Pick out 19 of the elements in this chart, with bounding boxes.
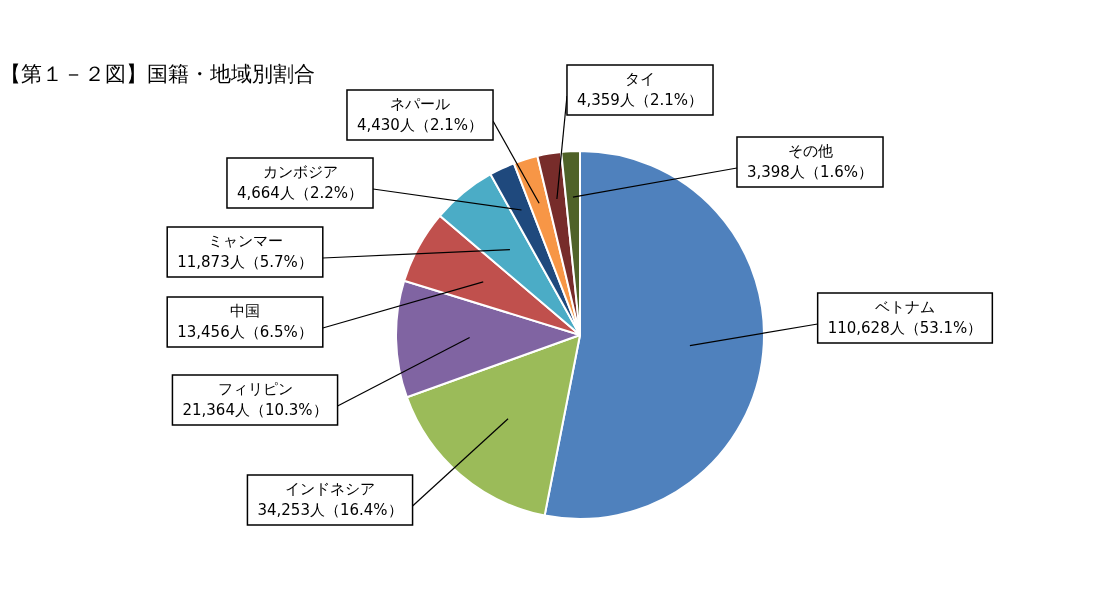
data-label: 3,398人（1.6%） bbox=[746, 162, 874, 181]
data-label: 4,430人（2.1%） bbox=[356, 115, 484, 134]
slice-label: カンボジア bbox=[262, 162, 338, 181]
data-label: 4,359人（2.1%） bbox=[576, 90, 704, 109]
data-label: 11,873人（5.7%） bbox=[177, 252, 313, 271]
slice-label: ミャンマー bbox=[207, 231, 283, 250]
chart-title: 【第１－２図】国籍・地域別割合 bbox=[0, 61, 315, 88]
slice-label: タイ bbox=[625, 69, 655, 88]
data-label: 21,364人（10.3%） bbox=[182, 400, 328, 419]
slice-label: その他 bbox=[787, 141, 833, 160]
slice-label: 中国 bbox=[230, 301, 260, 320]
data-label: 13,456人（6.5%） bbox=[177, 322, 313, 341]
data-label: 110,628人（53.1%） bbox=[827, 318, 983, 337]
slice-label: ベトナム bbox=[875, 297, 935, 316]
slice-label: インドネシア bbox=[285, 479, 375, 498]
slice-label: フィリピン bbox=[217, 379, 293, 398]
data-label: 4,664人（2.2%） bbox=[236, 183, 364, 202]
slice-label: ネパール bbox=[390, 94, 450, 113]
data-label: 34,253人（16.4%） bbox=[257, 500, 403, 519]
